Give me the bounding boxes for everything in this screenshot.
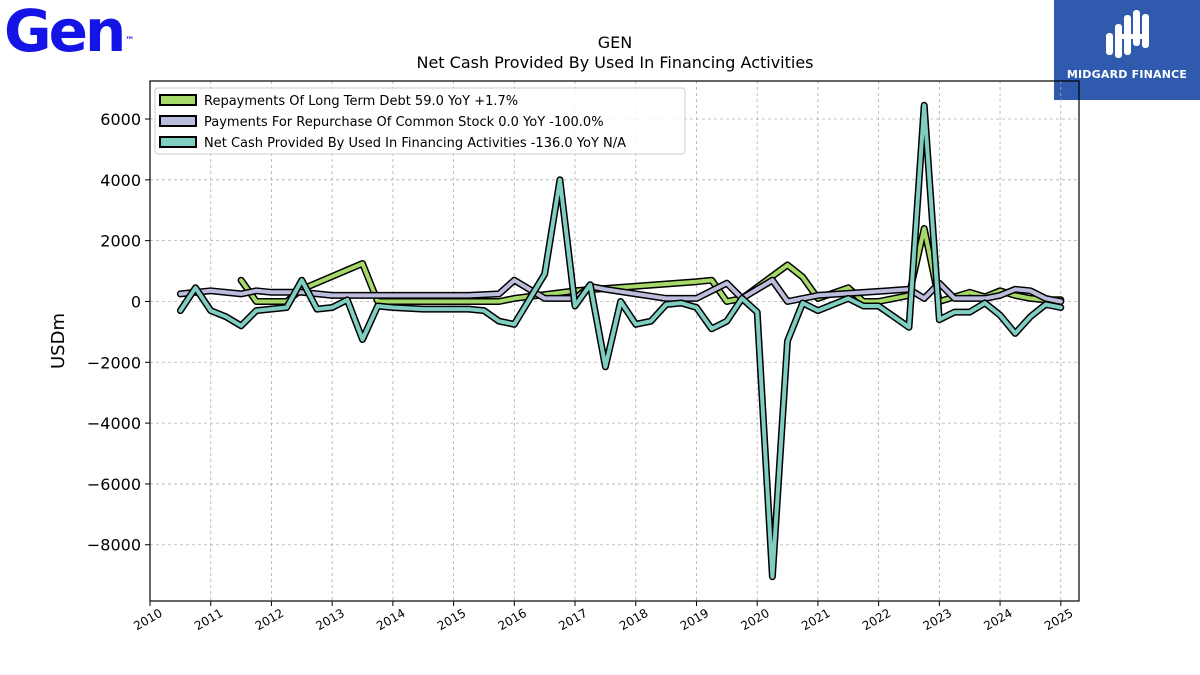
chart-subtitle: Net Cash Provided By Used In Financing A… [416, 53, 813, 72]
y-tick-label: 0 [131, 292, 141, 311]
series-3 [176, 101, 1065, 581]
gen-logo: Gen ™ [4, 0, 135, 65]
legend-label: Payments For Repurchase Of Common Stock … [204, 115, 604, 130]
x-axis: 2010 2011 2012 2013 2014 2015 2016 2017 2018 2019… [131, 601, 1076, 633]
y-tick-label: −2000 [87, 353, 141, 372]
legend-label: Net Cash Provided By Used In Financing A… [204, 136, 626, 151]
x-tick-label: 2013 [313, 606, 346, 633]
x-tick-label: 2025 [1042, 606, 1075, 633]
x-tick-label: 2017 [556, 606, 589, 633]
x-tick-label: 2023 [921, 606, 954, 633]
legend-box [154, 87, 686, 155]
x-tick-label: 2018 [617, 606, 650, 633]
x-tick-label: 2022 [860, 606, 893, 633]
y-tick-label: −6000 [87, 475, 141, 494]
legend: Repayments Of Long Term Debt 59.0 YoY +1… [154, 87, 686, 155]
legend-label: Repayments Of Long Term Debt 59.0 YoY +1… [204, 94, 518, 109]
series-line [178, 103, 1063, 579]
y-tick-label: −4000 [87, 414, 141, 433]
series-layer [176, 101, 1065, 581]
legend-swatch [159, 94, 197, 106]
y-axis-label: USDm [48, 313, 69, 369]
x-tick-label: 2021 [799, 606, 832, 633]
plot-frame [149, 80, 1080, 602]
y-tick-label: 2000 [100, 232, 141, 251]
x-tick-label: 2015 [435, 606, 468, 633]
legend-swatch [159, 136, 197, 148]
x-tick-label: 2020 [738, 606, 771, 633]
y-tick-label: −8000 [87, 536, 141, 555]
x-tick-label: 2012 [253, 606, 286, 633]
x-tick-label: 2014 [374, 606, 407, 633]
x-tick-label: 2010 [131, 606, 164, 633]
x-tick-label: 2016 [496, 606, 529, 633]
gen-logo-text: Gen [4, 0, 126, 65]
legend-swatch [159, 115, 197, 127]
midgard-logo-icon [1106, 10, 1149, 58]
chart-title: GEN [598, 33, 632, 52]
y-tick-label: 4000 [100, 171, 141, 190]
x-tick-label: 2019 [678, 606, 711, 633]
midgard-finance-name: MIDGARD FINANCE [1066, 68, 1188, 81]
x-tick-label: 2024 [981, 606, 1014, 633]
x-tick-label: 2011 [192, 606, 225, 633]
y-axis: 6000 4000 2000 0 −2000 −4000 −6000 −8000 [87, 110, 150, 555]
y-tick-label: 6000 [100, 110, 141, 129]
midgard-finance-logo: MIDGARD FINANCE [1054, 0, 1200, 100]
trademark-mark: ™ [125, 36, 135, 46]
